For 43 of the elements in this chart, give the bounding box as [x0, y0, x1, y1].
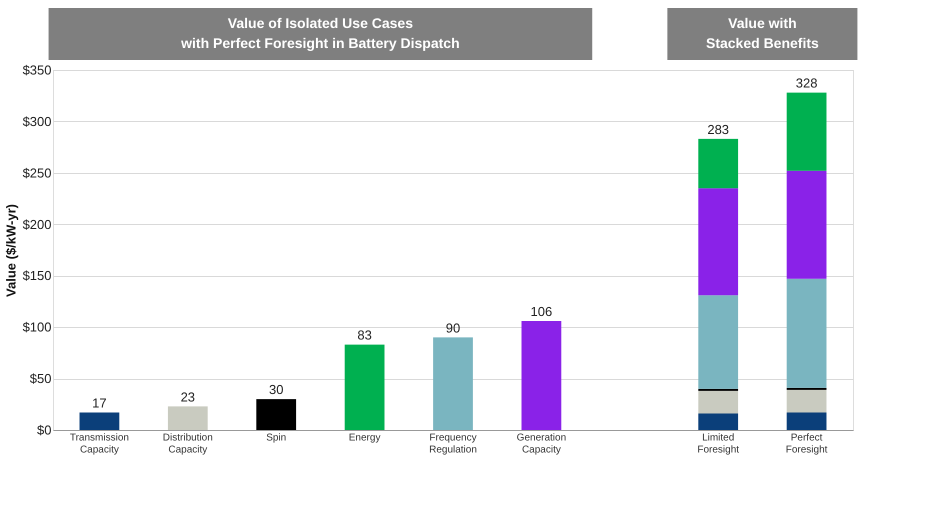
y-tick-label: $200 — [22, 216, 52, 232]
bar — [786, 170, 826, 279]
total-label: 83 — [357, 328, 372, 343]
text: Value with Stacked Benefits — [706, 15, 820, 51]
x-tick-label: Spin — [266, 432, 286, 444]
bar — [698, 188, 738, 296]
y-tick-label: $300 — [22, 114, 52, 129]
y-tick-label: $0 — [37, 422, 52, 438]
y-tick-label: $150 — [22, 268, 52, 284]
x-tick-label: Energy — [348, 432, 380, 444]
bar — [786, 278, 826, 388]
bar — [786, 390, 826, 413]
x-tick-label: Limited Foresight — [697, 432, 740, 456]
x-tick-label: Distribution Capacity — [162, 432, 213, 456]
x-tick-label: Generation Capacity — [516, 432, 566, 456]
bar — [256, 399, 296, 430]
total-label: 90 — [446, 320, 460, 336]
bar — [698, 295, 738, 389]
text: Value of Isolated Use Cases with Perfect Foresight in Battery Dispatch — [180, 15, 460, 51]
bar — [786, 412, 826, 430]
y-tick-label: $250 — [22, 165, 52, 180]
total-label: 283 — [707, 122, 730, 137]
bar — [698, 414, 738, 430]
total-label: 328 — [796, 76, 818, 91]
y-tick-label: $350 — [22, 62, 52, 78]
bar — [786, 92, 826, 171]
bar — [344, 344, 384, 430]
total-label: 106 — [530, 304, 552, 319]
bar — [80, 412, 120, 430]
x-tick-label: Frequency Regulation — [429, 432, 477, 456]
y-tick-label: $50 — [30, 371, 52, 386]
bar — [522, 320, 562, 430]
total-label: 30 — [268, 382, 284, 398]
total-label: 23 — [180, 389, 196, 404]
bar — [698, 138, 738, 188]
total-label: 17 — [92, 396, 107, 411]
bar — [433, 337, 473, 430]
x-tick-label: Perfect Foresight — [786, 432, 828, 456]
y-tick-label: $100 — [22, 320, 52, 335]
y-axis-title: Value ($/kW-yr) — [4, 204, 19, 297]
bar — [168, 406, 208, 430]
bar — [698, 390, 738, 414]
x-tick-label: Transmission Capacity — [70, 432, 129, 456]
